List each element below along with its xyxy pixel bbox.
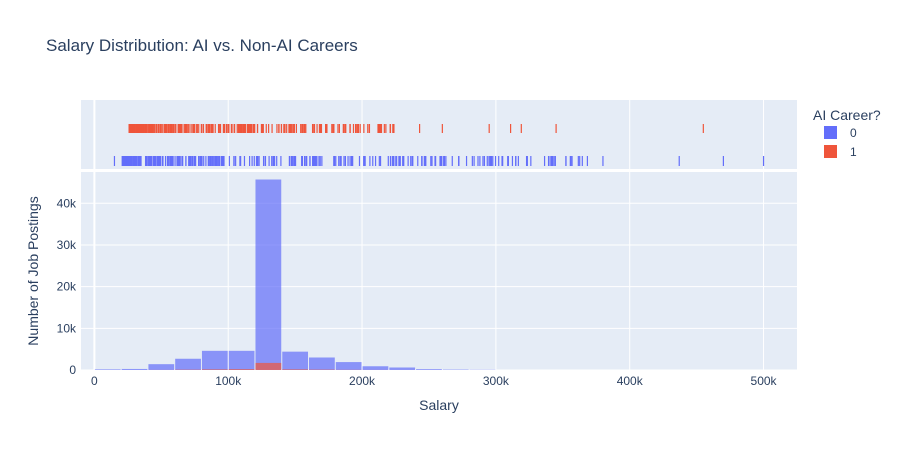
legend-item-1[interactable]: 1 [824, 145, 857, 159]
histogram-bar-series-1 [201, 369, 228, 370]
x-axis-title: Salary [419, 397, 459, 413]
y-tick-label: 0 [69, 363, 76, 377]
histogram-bar-series-0 [228, 350, 255, 370]
x-tick-label: 0 [91, 374, 98, 388]
histogram-bar-series-0 [309, 357, 335, 370]
y-axis-ticks: 0 10k 20k 30k 40k [57, 196, 77, 377]
histogram-bar-series-0 [255, 179, 282, 370]
histogram-bar-series-0 [148, 364, 175, 370]
y-tick-label: 40k [57, 196, 77, 210]
legend-label-0: 0 [850, 126, 857, 140]
legend-swatch-0 [824, 126, 837, 139]
histogram-bar-series-0 [335, 362, 362, 370]
histogram-bar-series-0 [362, 366, 389, 370]
histogram-bar-series-0 [416, 369, 442, 370]
x-tick-label: 200k [349, 374, 376, 388]
y-tick-label: 30k [57, 238, 77, 252]
rug-marks [113, 124, 765, 166]
x-tick-label: 300k [483, 374, 510, 388]
histogram-plot-area [81, 172, 797, 370]
y-tick-label: 10k [57, 321, 77, 335]
legend-label-1: 1 [850, 145, 857, 159]
histogram-bar-series-0 [201, 350, 228, 370]
histogram-bar-series-1 [282, 369, 309, 370]
legend-title: AI Career? [813, 107, 881, 123]
x-tick-label: 500k [751, 374, 778, 388]
x-tick-label: 400k [617, 374, 644, 388]
chart-title: Salary Distribution: AI vs. Non-AI Caree… [46, 36, 358, 55]
y-tick-label: 20k [57, 280, 77, 294]
legend-swatch-1 [824, 145, 837, 158]
histogram-bar-series-1 [228, 369, 255, 370]
histogram-bar-series-0 [282, 351, 309, 370]
histogram-bar-series-0 [175, 358, 201, 370]
legend[interactable]: AI Career? 0 1 [813, 107, 881, 159]
y-axis-title: Number of Job Postings [25, 196, 41, 345]
histogram-bar-series-0 [389, 367, 416, 370]
histogram-bar-series-0 [94, 369, 121, 370]
x-tick-label: 100k [215, 374, 242, 388]
histogram-bar-series-0 [121, 368, 148, 370]
x-axis-ticks: 0 100k 200k 300k 400k 500k [91, 374, 778, 388]
legend-item-0[interactable]: 0 [824, 126, 857, 140]
histogram-bar-series-1 [255, 362, 282, 370]
histogram-bars [94, 179, 496, 370]
